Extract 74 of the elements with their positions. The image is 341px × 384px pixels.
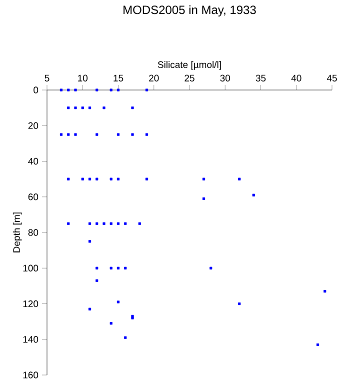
point <box>210 266 212 270</box>
point <box>88 240 92 243</box>
point <box>96 266 98 270</box>
point <box>88 178 92 180</box>
y-tick-label: 0 <box>34 86 38 94</box>
point <box>67 222 70 225</box>
point <box>88 106 92 110</box>
point <box>96 133 98 136</box>
point <box>96 88 98 92</box>
point <box>145 178 148 180</box>
point <box>145 88 148 92</box>
point <box>124 266 127 270</box>
x-tick-label: 40 <box>291 74 302 82</box>
point <box>81 106 84 110</box>
point <box>96 279 98 282</box>
y-tick-label: 100 <box>23 264 38 272</box>
x-tick-label: 5 <box>44 74 50 82</box>
point <box>60 88 63 92</box>
point <box>131 106 134 110</box>
y-tick-label: 40 <box>28 158 38 165</box>
x-tick-label: 35 <box>256 74 266 82</box>
point <box>202 197 206 200</box>
point <box>252 194 255 196</box>
point <box>81 178 84 180</box>
point <box>116 88 120 92</box>
point <box>67 106 70 110</box>
point <box>74 133 77 136</box>
y-tick-label: 160 <box>23 372 38 378</box>
chart-title: MODS2005 in May, 1933 <box>124 5 256 16</box>
point <box>110 222 112 225</box>
point <box>238 178 241 180</box>
point <box>124 336 127 339</box>
point <box>324 290 326 293</box>
x-tick-label: 20 <box>149 74 159 82</box>
point <box>110 266 112 270</box>
point <box>67 133 70 136</box>
point <box>116 222 120 225</box>
point <box>124 222 127 225</box>
point <box>238 302 241 306</box>
x-tick-label: 15 <box>114 74 124 82</box>
point <box>110 322 112 325</box>
point <box>67 178 70 180</box>
point <box>67 88 70 92</box>
point <box>202 178 206 180</box>
x-axis-title: Silicate [µmol/l] <box>158 61 221 70</box>
y-tick-label: 20 <box>28 122 38 129</box>
x-tick-label: 10 <box>78 74 88 82</box>
point <box>116 133 120 136</box>
point <box>138 222 141 225</box>
y-tick-label: 120 <box>23 300 38 308</box>
point <box>116 266 120 270</box>
point <box>110 178 112 180</box>
point <box>96 222 98 225</box>
point <box>102 222 106 225</box>
point <box>102 106 106 110</box>
point <box>145 133 148 136</box>
y-axis-title: Depth [m] <box>12 212 22 252</box>
point <box>74 106 77 110</box>
point <box>110 88 112 92</box>
point <box>74 88 77 92</box>
x-tick-label: 45 <box>326 74 337 82</box>
y-tick-label: 140 <box>23 336 38 343</box>
point <box>60 133 63 136</box>
x-tick-label: 25 <box>184 74 194 82</box>
point <box>116 300 120 304</box>
y-tick-label: 60 <box>28 194 38 200</box>
point <box>88 308 92 310</box>
point <box>316 343 320 346</box>
point <box>131 133 134 136</box>
x-tick-label: 30 <box>220 74 230 82</box>
y-tick-label: 80 <box>28 229 38 236</box>
point <box>116 178 120 180</box>
point <box>88 222 92 225</box>
point <box>96 178 98 180</box>
